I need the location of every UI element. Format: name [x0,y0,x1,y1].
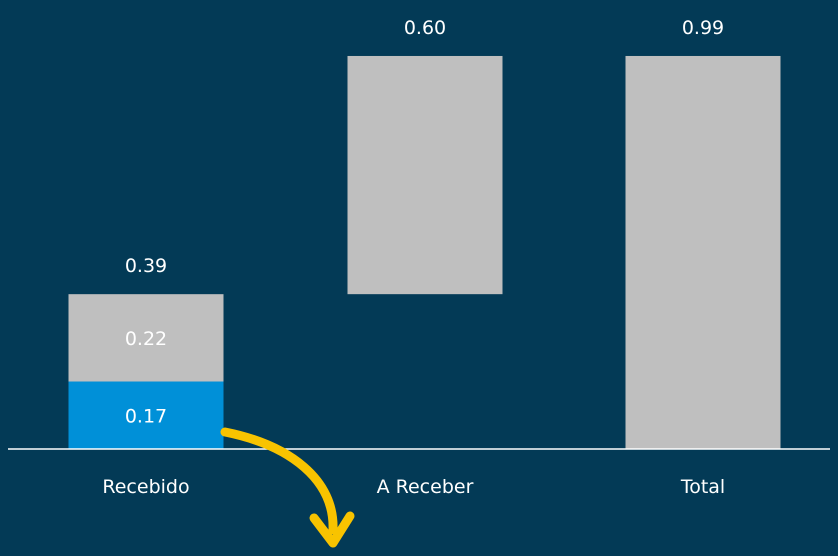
curved-down-arrow-icon [220,427,355,548]
category-label-1: A Receber [377,476,474,498]
bar-recebido-segment-0 [68,381,224,449]
data-label-a-receber: 0.60 [404,17,446,39]
bars-layer [68,55,781,449]
bar-recebido-segment-1 [68,294,224,382]
arrow-shaft [220,427,338,535]
bar-total [625,55,781,449]
category-label-2: Total [680,476,725,498]
labels-layer: 0.17 0.22 0.39 0.60 0.99 Recebido A Receber Tot… [102,17,725,498]
data-label-total: 0.99 [682,17,724,39]
arrow-head [309,511,355,548]
data-label-recebido-total: 0.39 [125,255,167,277]
data-label-recebido-segment-0: 0.17 [125,405,167,427]
bar-a-receber [347,55,503,295]
data-label-recebido-segment-1: 0.22 [125,328,167,350]
category-label-0: Recebido [102,476,189,498]
